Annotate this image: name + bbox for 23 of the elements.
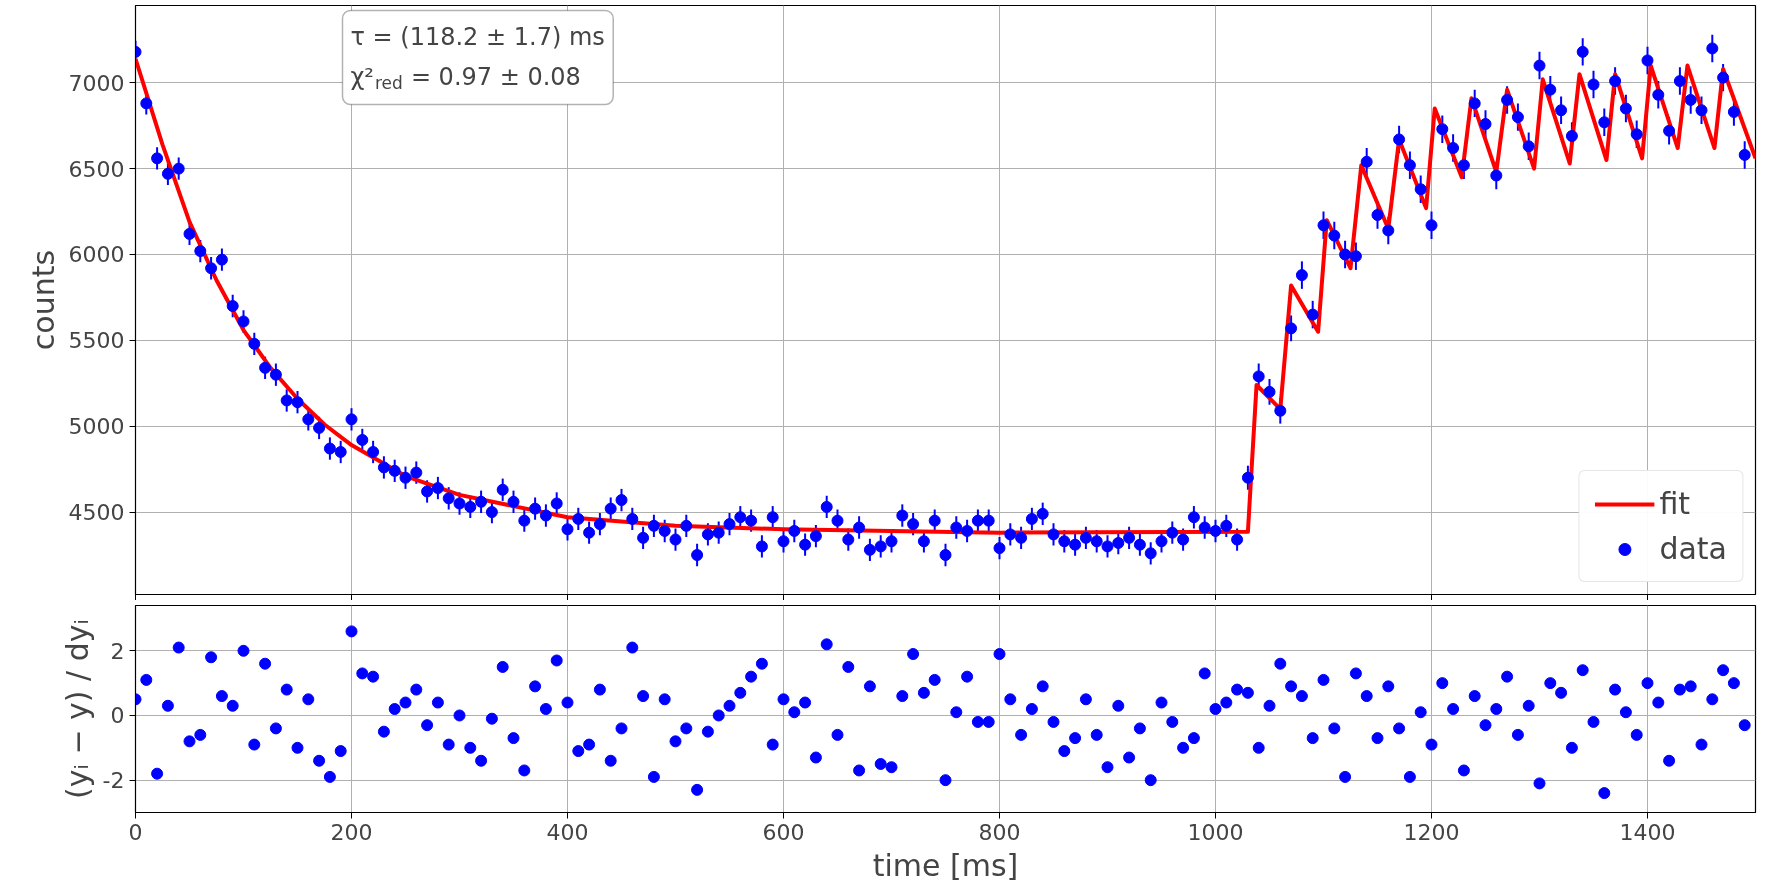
x-tick-label: 1200 — [1403, 819, 1460, 845]
y-tick-label: -2 — [102, 768, 125, 794]
y-axis-title: (yᵢ − y) / dyᵢ — [59, 619, 95, 799]
y-tick-label: 6500 — [68, 156, 125, 182]
y-tick-label: 2 — [110, 638, 125, 664]
y-axis-title: counts — [25, 249, 61, 351]
x-tick-label: 0 — [128, 819, 143, 845]
y-tick-label: 7000 — [68, 70, 125, 96]
x-tick-label: 800 — [978, 819, 1021, 845]
y-tick-label: 0 — [110, 703, 125, 729]
legend-label: fit — [1659, 486, 1691, 521]
y-tick-label: 5500 — [68, 328, 125, 354]
legend-label: data — [1659, 531, 1727, 566]
annotation: τ = (118.2 ± 1.7) ms — [350, 22, 605, 51]
y-tick-label: 6000 — [68, 242, 125, 268]
x-axis-title: time [ms] — [872, 847, 1019, 883]
x-tick-label: 400 — [546, 819, 589, 845]
y-tick-label: 5000 — [68, 414, 125, 440]
x-tick-label: 200 — [330, 819, 373, 845]
y-tick-label: 4500 — [68, 500, 125, 526]
x-tick-label: 1400 — [1619, 819, 1676, 845]
x-tick-label: 1000 — [1187, 819, 1244, 845]
x-tick-label: 600 — [762, 819, 805, 845]
